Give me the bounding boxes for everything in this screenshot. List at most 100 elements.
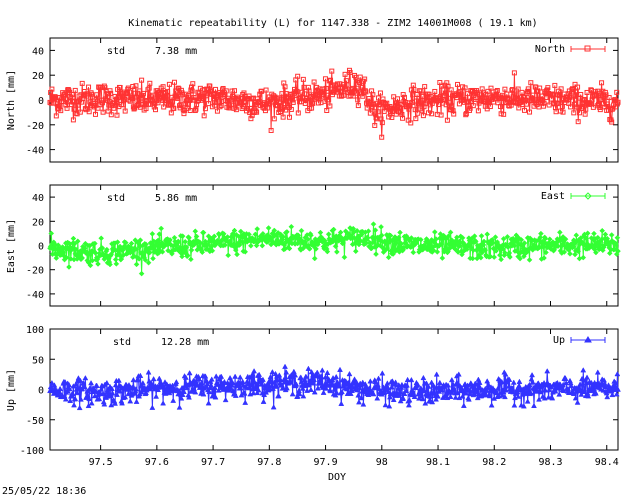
- east-point: [271, 227, 278, 234]
- up-point: [112, 382, 119, 388]
- east-point: [393, 240, 400, 247]
- up-point: [213, 373, 220, 379]
- up-point: [229, 379, 236, 386]
- north-point: [309, 99, 315, 105]
- east-ytick-label: -40: [26, 290, 44, 301]
- north-point: [332, 82, 338, 88]
- east-point: [511, 242, 518, 249]
- east-point: [265, 225, 272, 231]
- east-point: [133, 261, 140, 268]
- east-point: [116, 252, 123, 259]
- up-point: [134, 376, 141, 382]
- east-point: [111, 246, 118, 253]
- up-point: [182, 374, 189, 380]
- north-point: [413, 116, 419, 122]
- east-point: [153, 241, 159, 247]
- east-point: [537, 234, 544, 241]
- up-point: [306, 381, 312, 387]
- north-point: [360, 93, 366, 99]
- east-point: [222, 242, 228, 248]
- north-point: [131, 106, 137, 112]
- up-point: [125, 390, 132, 397]
- north-point: [150, 92, 156, 98]
- up-point: [100, 390, 106, 396]
- up-point: [579, 375, 585, 382]
- north-point: [139, 95, 145, 101]
- north-legend-label: North: [535, 44, 565, 55]
- east-panel: East [mm] std 5.86 mm East 40 20 0 -20 -40: [6, 184, 621, 307]
- up-point: [435, 393, 441, 399]
- up-point: [536, 396, 542, 402]
- up-point: [414, 381, 421, 387]
- north-point: [283, 107, 289, 113]
- up-point: [218, 373, 225, 379]
- up-point: [584, 374, 590, 380]
- north-point: [162, 98, 168, 104]
- north-point: [188, 87, 194, 93]
- east-std-label: std: [107, 193, 125, 204]
- east-point: [288, 223, 295, 230]
- north-point: [328, 77, 334, 83]
- up-point: [72, 395, 79, 402]
- up-point: [249, 371, 256, 377]
- north-point: [575, 119, 581, 125]
- east-point: [242, 248, 249, 255]
- up-point: [314, 369, 321, 375]
- up-point: [389, 378, 396, 384]
- north-point: [443, 90, 449, 96]
- east-point: [183, 244, 190, 251]
- east-point: [584, 230, 591, 237]
- north-point: [233, 107, 239, 113]
- up-point: [318, 373, 324, 379]
- north-point: [379, 120, 385, 126]
- up-point: [498, 378, 505, 384]
- north-point: [526, 89, 532, 95]
- up-point: [258, 381, 264, 387]
- up-point: [260, 398, 267, 404]
- x-tick-label: 98.2: [482, 457, 506, 468]
- up-point: [211, 384, 218, 390]
- up-point: [149, 404, 156, 410]
- east-point: [408, 235, 415, 241]
- up-point: [382, 401, 389, 408]
- east-point: [70, 235, 77, 242]
- east-point: [352, 248, 359, 255]
- east-point: [593, 249, 599, 256]
- up-point: [275, 392, 282, 399]
- east-point: [149, 231, 156, 237]
- east-point: [333, 249, 340, 255]
- north-point: [58, 108, 64, 114]
- up-point: [460, 402, 467, 408]
- north-point: [314, 84, 320, 90]
- north-point: [117, 85, 123, 91]
- north-point: [610, 105, 616, 111]
- up-point: [143, 389, 149, 396]
- up-point: [526, 381, 533, 388]
- east-point: [387, 232, 394, 239]
- north-point: [300, 76, 306, 82]
- up-point: [549, 395, 556, 401]
- east-point: [83, 249, 90, 256]
- east-point: [498, 256, 504, 263]
- up-point: [374, 395, 381, 401]
- x-tick-label: 97.9: [314, 457, 338, 468]
- up-point: [308, 386, 314, 392]
- north-point: [280, 106, 286, 112]
- east-point: [507, 254, 513, 260]
- up-point: [408, 376, 415, 383]
- east-point: [248, 242, 254, 249]
- up-point: [239, 378, 246, 384]
- up-point: [504, 379, 511, 385]
- north-point: [422, 84, 428, 90]
- east-point: [418, 236, 424, 243]
- east-point: [496, 252, 503, 258]
- north-point: [92, 102, 98, 108]
- north-point: [203, 93, 209, 99]
- up-point: [358, 394, 365, 401]
- east-point: [430, 247, 437, 254]
- north-point: [63, 102, 69, 108]
- north-point: [497, 103, 503, 109]
- north-point: [572, 81, 578, 87]
- east-point: [159, 248, 166, 255]
- north-point: [448, 87, 454, 93]
